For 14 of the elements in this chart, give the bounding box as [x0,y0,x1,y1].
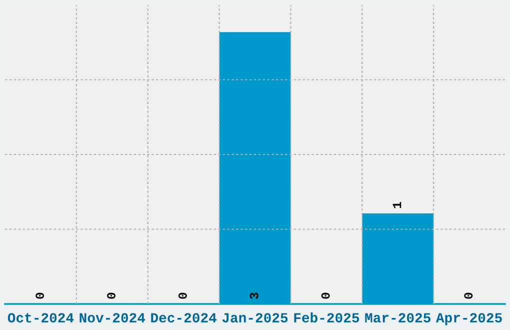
x-tick-label: Mar-2025 [365,313,430,323]
x-tick-label: Nov-2024 [80,313,146,323]
x-tick-label: Jan-2025 [222,313,288,323]
x-tick-label: Apr-2025 [436,313,502,326]
data-label: 0 [321,292,330,299]
data-label: 3 [250,292,258,299]
data-label: 0 [107,292,116,299]
data-label: 1 [392,202,402,208]
data-label: 0 [178,292,187,299]
x-tick-label: Feb-2025 [294,312,360,323]
data-label: 0 [36,292,44,299]
x-tick-label: Dec-2024 [151,313,216,323]
data-label: 0 [464,292,473,299]
x-tick-label: Oct-2024 [8,313,74,323]
